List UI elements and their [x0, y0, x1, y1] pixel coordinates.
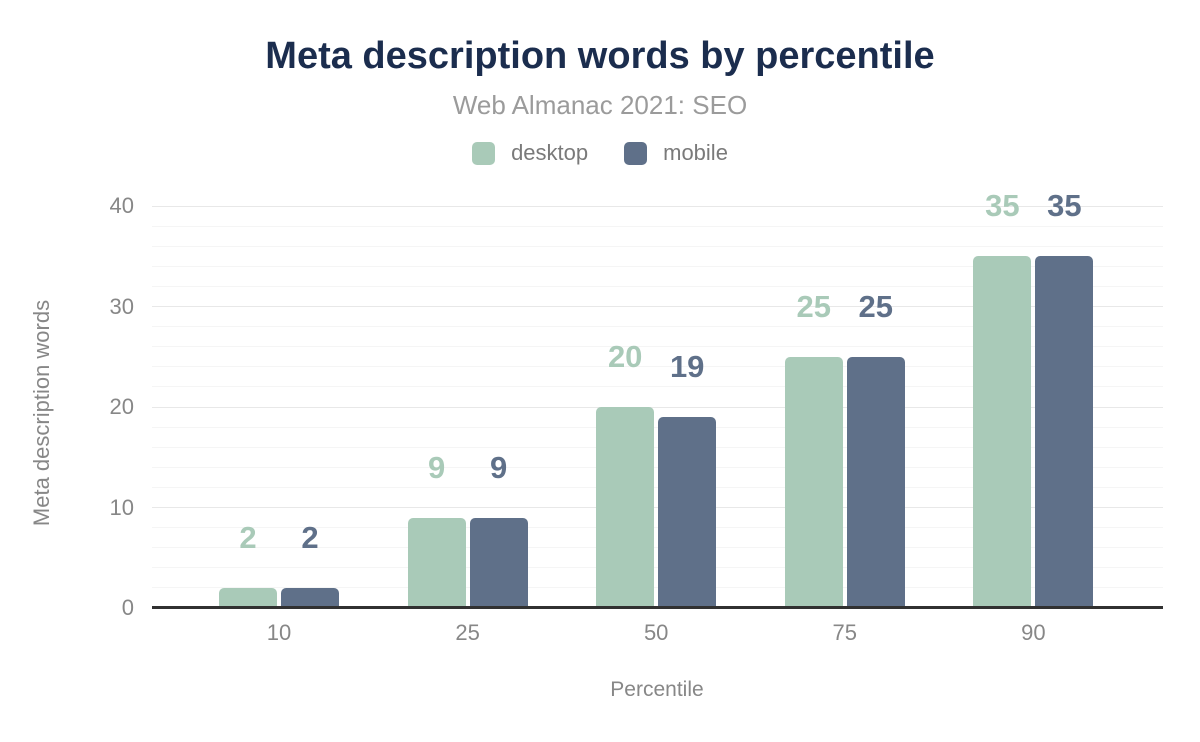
- y-tick-label-0: 0: [121, 595, 134, 620]
- chart-legend: desktop mobile: [0, 140, 1200, 166]
- bar-value-desktop-p10: 2: [239, 519, 257, 555]
- bar-mobile-p75[interactable]: [846, 356, 905, 608]
- minor-gridline: [152, 245, 1163, 247]
- bar-value-mobile-p25: 9: [489, 449, 508, 485]
- plot-area: 0 10 20 30 40 2 2 10 9 9 25 20 19 50 25 25 75 35 35 90: [110, 189, 1163, 645]
- minor-gridline: [152, 486, 1163, 488]
- y-tick-label-30: 30: [109, 293, 134, 319]
- minor-gridline: [152, 285, 1163, 287]
- bar-mobile-p25[interactable]: [469, 517, 528, 608]
- bar-value-mobile-p50: 19: [669, 349, 705, 385]
- minor-gridline: [152, 326, 1163, 328]
- bar-mobile-p50[interactable]: [658, 417, 717, 608]
- legend-swatch-mobile: [624, 141, 648, 165]
- minor-gridline: [152, 426, 1163, 428]
- minor-gridline: [152, 587, 1163, 589]
- minor-gridline: [152, 225, 1163, 227]
- major-gridline: [152, 205, 1163, 207]
- major-gridline: [152, 406, 1163, 408]
- bar-value-desktop-p90: 35: [985, 188, 1020, 224]
- bar-value-mobile-p75: 25: [858, 288, 894, 324]
- minor-gridline: [152, 567, 1163, 569]
- legend-label-desktop: desktop: [511, 140, 589, 165]
- chart-subtitle: Web Almanac 2021: SEO: [452, 90, 748, 120]
- x-axis-line: [152, 606, 1163, 609]
- bar-desktop-p10[interactable]: [219, 587, 277, 608]
- bar-value-desktop-p25: 9: [427, 449, 446, 485]
- bar-desktop-p50[interactable]: [596, 407, 655, 608]
- bar-mobile-p10[interactable]: [281, 587, 339, 608]
- major-gridline: [152, 306, 1163, 307]
- minor-gridline: [152, 366, 1163, 368]
- y-tick-label-10: 10: [109, 494, 134, 520]
- minor-gridline: [152, 346, 1163, 348]
- minor-gridline: [152, 265, 1163, 267]
- bar-desktop-p75[interactable]: [784, 356, 843, 608]
- y-tick-label-20: 20: [109, 394, 134, 419]
- chart-title: Meta description words by percentile: [265, 35, 935, 77]
- legend-item-desktop[interactable]: desktop: [472, 140, 588, 166]
- x-tick-label-50: 50: [643, 620, 669, 645]
- y-axis-title: Meta description words: [29, 299, 54, 527]
- bar-value-mobile-p90: 35: [1047, 188, 1082, 224]
- legend-item-mobile[interactable]: mobile: [624, 140, 728, 166]
- x-tick-label-10: 10: [266, 620, 292, 645]
- minor-gridline: [152, 466, 1163, 468]
- bar-desktop-p25[interactable]: [407, 517, 466, 608]
- legend-label-mobile: mobile: [663, 140, 728, 165]
- minor-gridline: [152, 527, 1163, 529]
- y-tick-label-40: 40: [109, 193, 134, 218]
- bar-mobile-p90[interactable]: [1035, 256, 1094, 608]
- minor-gridline: [152, 446, 1163, 448]
- bar-value-desktop-p50: 20: [607, 339, 643, 374]
- x-tick-label-90: 90: [1021, 620, 1046, 645]
- x-tick-label-25: 25: [455, 620, 480, 645]
- minor-gridline: [152, 386, 1163, 388]
- bar-value-desktop-p75: 25: [796, 288, 832, 324]
- x-tick-label-75: 75: [832, 620, 858, 645]
- major-gridline: [152, 507, 1163, 508]
- legend-swatch-desktop: [472, 141, 496, 165]
- bar-desktop-p90[interactable]: [973, 256, 1032, 608]
- minor-gridline: [152, 547, 1163, 549]
- x-axis-title: Percentile: [610, 678, 704, 701]
- bar-value-mobile-p10: 2: [301, 519, 319, 555]
